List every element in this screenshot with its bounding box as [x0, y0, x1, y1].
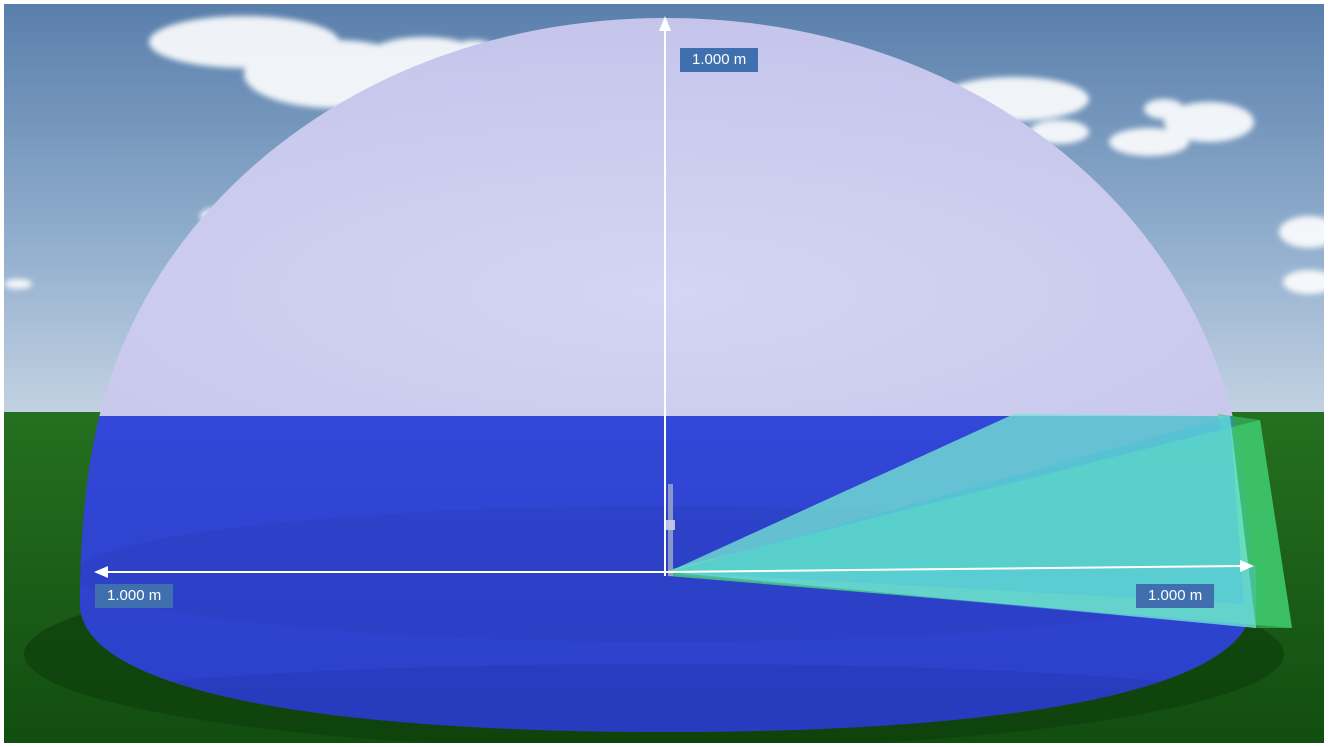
left-dimension-label: 1.000 m [95, 584, 174, 608]
right-axis-line [664, 565, 1243, 573]
3d-viewport[interactable]: 1.000 m 1.000 m 1.000 m [4, 4, 1324, 743]
sensor-beam-inner [668, 416, 1244, 604]
axis-arrows [94, 16, 1254, 578]
vertical-dimension-label: 1.000 m [680, 48, 759, 72]
vertical-axis-arrowhead [659, 16, 671, 31]
sensor-device [666, 484, 675, 576]
sensor-beam-right-face [1218, 414, 1292, 628]
sensor-beam-wide [668, 414, 1256, 628]
right-dimension-label: 1.000 m [1136, 584, 1215, 608]
right-axis-arrowhead [1240, 560, 1254, 572]
scene-canvas [4, 4, 1324, 743]
left-axis-arrowhead [94, 566, 108, 578]
sensor-beam [668, 414, 1292, 628]
